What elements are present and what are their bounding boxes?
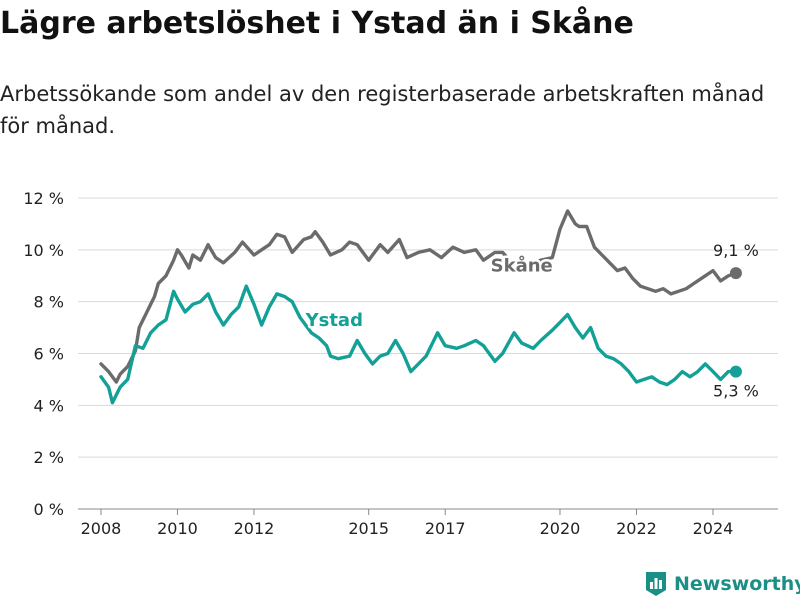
page-title: Lägre arbetslöshet i Ystad än i Skåne bbox=[0, 6, 634, 41]
brand-name: Newsworthy bbox=[674, 573, 800, 595]
skane-end-point bbox=[729, 267, 742, 280]
x-tick-label: 2017 bbox=[425, 519, 466, 538]
skane-series-label: Skåne bbox=[491, 254, 553, 276]
x-tick-label: 2020 bbox=[540, 519, 581, 538]
skane-line bbox=[99, 209, 738, 384]
ystad-end-point bbox=[729, 365, 742, 378]
y-tick-label: 2 % bbox=[34, 448, 64, 467]
brand-logo: Newsworthy bbox=[644, 570, 800, 598]
y-tick-label: 4 % bbox=[34, 396, 64, 415]
y-tick-label: 10 % bbox=[23, 241, 64, 260]
x-tick-label: 2010 bbox=[157, 519, 198, 538]
y-tick-label: 12 % bbox=[23, 189, 64, 208]
x-tick-label: 2008 bbox=[81, 519, 122, 538]
series-labels: 9,1 % 5,3 % Skåne Ystad bbox=[302, 241, 759, 401]
newsworthy-logo-icon bbox=[646, 572, 666, 596]
skane-end-label: 9,1 % bbox=[713, 241, 759, 260]
x-tick-label: 2012 bbox=[234, 519, 275, 538]
page-subtitle: Arbetssökande som andel av den registerb… bbox=[0, 82, 765, 138]
x-tick-label: 2024 bbox=[693, 519, 734, 538]
series-lines bbox=[99, 209, 742, 405]
ystad-line bbox=[99, 284, 738, 405]
ystad-series-label: Ystad bbox=[305, 310, 363, 331]
y-tick-label: 6 % bbox=[34, 345, 64, 364]
y-tick-label: 8 % bbox=[34, 293, 64, 312]
y-tick-label: 0 % bbox=[34, 500, 64, 519]
x-tick-label: 2015 bbox=[348, 519, 389, 538]
x-tick-label: 2022 bbox=[616, 519, 657, 538]
ystad-end-label: 5,3 % bbox=[713, 382, 759, 401]
axes: 0 % 2 % 4 % 6 % 8 % 10 % 12 % 2008 2010 2012 2015 2… bbox=[23, 189, 733, 538]
